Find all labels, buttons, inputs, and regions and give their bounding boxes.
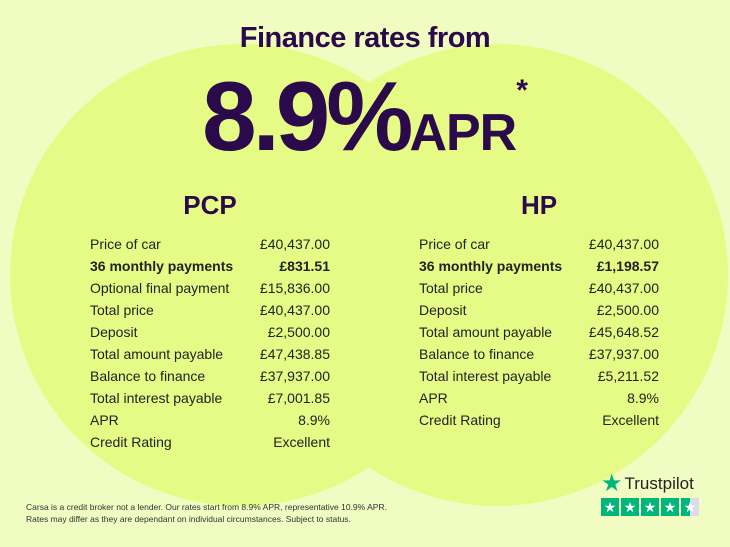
hp-table: HP Price of car £40,437.00 36 monthly paym… [419,190,659,431]
table-row: APR 8.9% [419,387,659,409]
table-row: Total price £40,437.00 [419,277,659,299]
table-row: Optional final payment £15,836.00 [90,277,330,299]
row-value: £40,437.00 [259,236,330,252]
table-row: APR 8.9% [90,409,330,431]
table-row: Credit Rating Excellent [419,409,659,431]
headline: Finance rates from [239,22,491,54]
table-row: 36 monthly payments £831.51 [90,255,330,277]
row-value: £2,500.00 [267,324,330,340]
row-label: 36 monthly payments [419,258,563,274]
hp-title: HP [520,190,558,220]
table-row: Deposit £2,500.00 [419,299,659,321]
row-label: Total amount payable [90,346,224,362]
row-value: £1,198.57 [596,258,659,274]
row-value: £831.51 [279,258,330,274]
row-label: Deposit [90,324,138,340]
rate-headline: 8.9%APR* [0,60,730,173]
rate-suffix: APR [409,104,517,162]
table-row: Balance to finance £37,937.00 [419,343,659,365]
trustpilot-rating: ★ ★ ★ ★ ★ [601,498,699,516]
row-value: £40,437.00 [588,236,659,252]
row-value: Excellent [273,434,330,450]
table-row: Total interest payable £5,211.52 [419,365,659,387]
row-value: £47,438.85 [259,346,330,362]
pcp-title: PCP [183,190,237,220]
row-label: Total interest payable [419,368,552,384]
star-icon: ★ [661,498,679,516]
row-label: Total amount payable [419,324,553,340]
row-value: Excellent [602,412,659,428]
table-row: 36 monthly payments £1,198.57 [419,255,659,277]
disclaimer: Carsa is a credit broker not a lender. O… [26,501,406,525]
star-icon: ★ [621,498,639,516]
row-value: £37,937.00 [588,346,659,362]
star-icon: ★ [601,498,619,516]
row-value: £45,648.52 [588,324,659,340]
star-icon: ★ [641,498,659,516]
row-value: £40,437.00 [588,280,659,296]
table-row: Price of car £40,437.00 [90,233,330,255]
row-label: 36 monthly payments [90,258,234,274]
background-circle-right [266,44,728,506]
table-row: Deposit £2,500.00 [90,321,330,343]
table-row: Total price £40,437.00 [90,299,330,321]
row-label: Balance to finance [90,368,206,384]
table-row: Total interest payable £7,001.85 [90,387,330,409]
row-label: Credit Rating [90,434,172,450]
row-value: £15,836.00 [259,280,330,296]
row-label: Deposit [419,302,467,318]
table-row: Price of car £40,437.00 [419,233,659,255]
table-row: Total amount payable £47,438.85 [90,343,330,365]
row-value: £5,211.52 [597,368,659,384]
disclaimer-line: Carsa is a credit broker not a lender. O… [26,502,387,512]
trustpilot-star-icon: ★ [601,470,623,497]
row-label: Balance to finance [419,346,535,362]
row-label: Optional final payment [90,280,230,296]
row-value: £2,500.00 [596,302,659,318]
row-label: Total price [90,302,154,318]
row-label: Total interest payable [90,390,223,406]
trustpilot-badge[interactable]: ★ Trustpilot ★ ★ ★ ★ ★ [601,470,699,516]
row-value: £40,437.00 [259,302,330,318]
row-label: Price of car [90,236,161,252]
asterisk: * [516,74,528,107]
table-row: Total amount payable £45,648.52 [419,321,659,343]
pcp-table: PCP Price of car £40,437.00 36 monthly pay… [90,190,330,453]
row-label: APR [419,390,448,406]
row-value: £37,937.00 [259,368,330,384]
row-label: Total price [419,280,483,296]
row-value: 8.9% [298,412,330,428]
disclaimer-line: Rates may differ as they are dependant o… [26,514,351,524]
trustpilot-name: Trustpilot [624,474,694,493]
rate-value: 8.9% [202,61,413,171]
row-value: 8.9% [627,390,659,406]
star-icon: ★ [681,498,699,516]
row-value: £7,001.85 [267,390,330,406]
row-label: APR [90,412,119,428]
row-label: Credit Rating [419,412,501,428]
table-row: Credit Rating Excellent [90,431,330,453]
row-label: Price of car [419,236,490,252]
table-row: Balance to finance £37,937.00 [90,365,330,387]
